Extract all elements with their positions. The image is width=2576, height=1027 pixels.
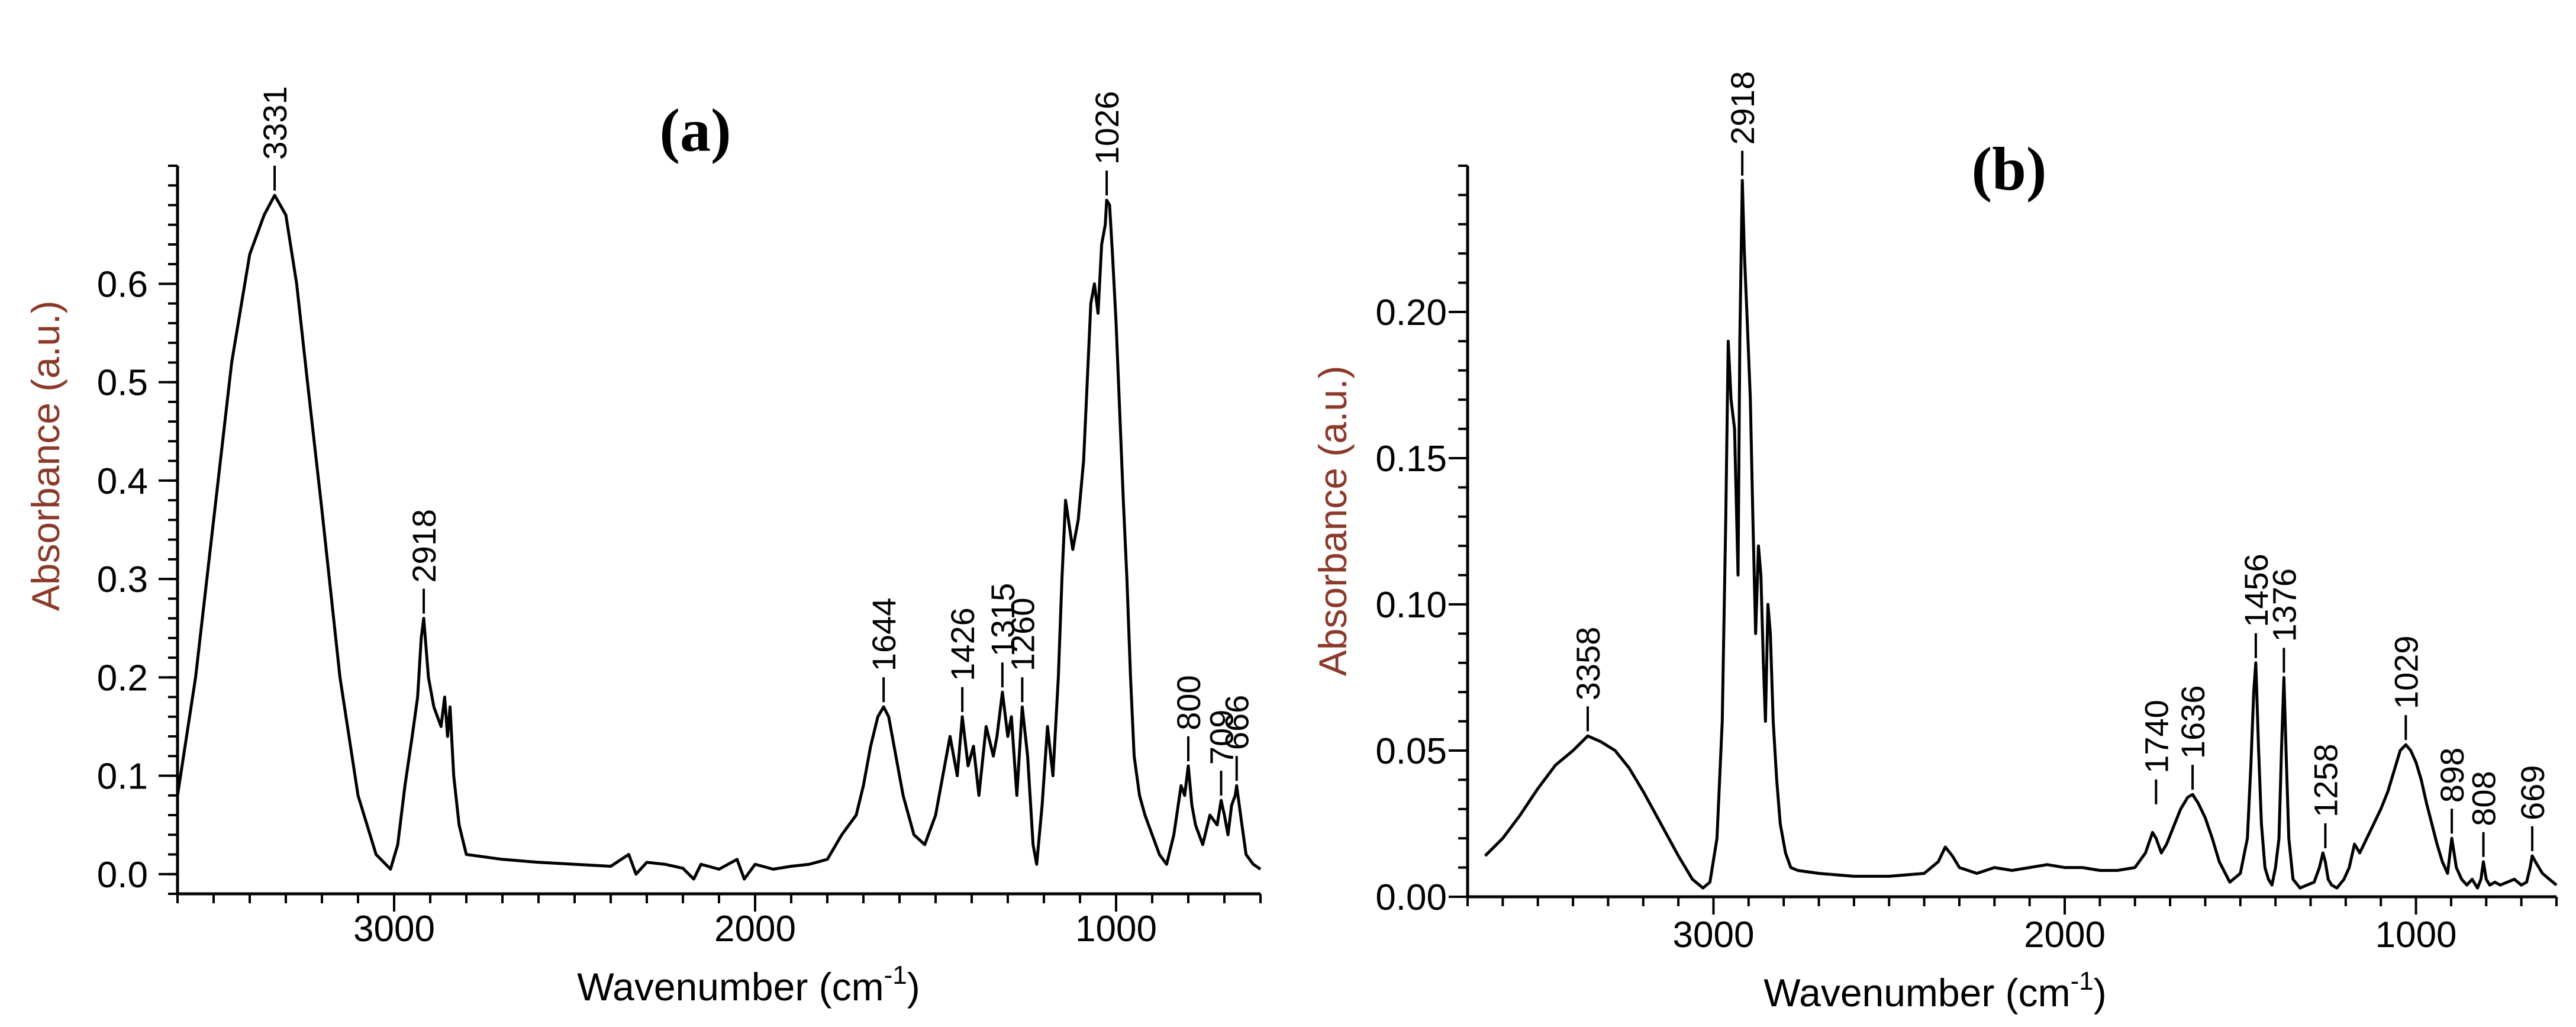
y-tick-label: 0.15 — [1375, 439, 1447, 479]
panel-a-title: (a) — [659, 96, 731, 165]
x-tick-label: 3000 — [1673, 915, 1755, 955]
y-tick-label: 0.05 — [1375, 731, 1447, 772]
x-tick-label: 1000 — [2375, 915, 2457, 955]
panel-b-title: (b) — [1971, 135, 2046, 203]
peak-label: 1644 — [865, 598, 902, 672]
y-tick-label: 0.5 — [97, 363, 148, 404]
y-tick-label: 0.0 — [97, 855, 148, 896]
peak-label: 808 — [2465, 771, 2503, 826]
panel-a-x-axis-title: Wavenumber (cm-1) — [577, 961, 920, 1009]
y-tick-label: 0.00 — [1375, 877, 1447, 918]
spectrum-line — [1484, 179, 2558, 890]
peak-label: 800 — [1170, 675, 1207, 730]
peak-label: 1426 — [944, 607, 981, 681]
x-tick-label: 2000 — [2024, 915, 2106, 955]
y-tick-label: 0.4 — [97, 461, 148, 502]
peak-label: 3358 — [1569, 627, 1607, 701]
peak-label: 1315 — [984, 583, 1021, 657]
panel-b-x-axis-title: Wavenumber (cm-1) — [1763, 967, 2106, 1015]
peak-label: 666 — [1218, 695, 1256, 750]
panel-b-y-axis-title: Absorbance (a.u.) — [1311, 366, 1355, 677]
y-tick-label: 0.2 — [97, 658, 148, 698]
peak-label: 669 — [2514, 765, 2551, 820]
x-tick-label: 1000 — [1075, 909, 1157, 949]
y-tick-label: 0.6 — [97, 264, 148, 305]
panel-a-y-axis-title: Absorbance (a.u.) — [24, 301, 67, 611]
peak-label: 1636 — [2174, 685, 2211, 759]
y-tick-label: 0.3 — [97, 559, 148, 600]
peak-label: 2918 — [1724, 71, 1761, 145]
peak-label: 1376 — [2265, 568, 2303, 642]
panel-a: (a) Wavenumber (cm-1) Absorbance (a.u.) … — [24, 86, 1262, 1009]
peak-label: 709 — [1203, 710, 1240, 765]
x-tick-label: 2000 — [714, 909, 796, 949]
x-tick-label: 3000 — [353, 909, 435, 949]
peak-label: 3331 — [256, 86, 294, 160]
peak-label: 1258 — [2307, 743, 2344, 817]
peak-label: 2918 — [405, 509, 443, 583]
spectrum-line — [176, 194, 1262, 881]
peak-label: 1029 — [2387, 636, 2425, 710]
peak-label: 898 — [2433, 748, 2471, 803]
y-tick-label: 0.1 — [97, 756, 148, 797]
y-tick-label: 0.10 — [1375, 585, 1447, 626]
y-tick-label: 0.20 — [1375, 292, 1447, 333]
peak-label: 1260 — [1004, 598, 1041, 672]
peak-label: 1026 — [1088, 91, 1126, 165]
panel-b: (b) Wavenumber (cm-1) Absorbance (a.u.) … — [1311, 71, 2558, 1015]
peak-label: 1456 — [2238, 553, 2275, 627]
peak-label: 1740 — [2137, 700, 2175, 774]
